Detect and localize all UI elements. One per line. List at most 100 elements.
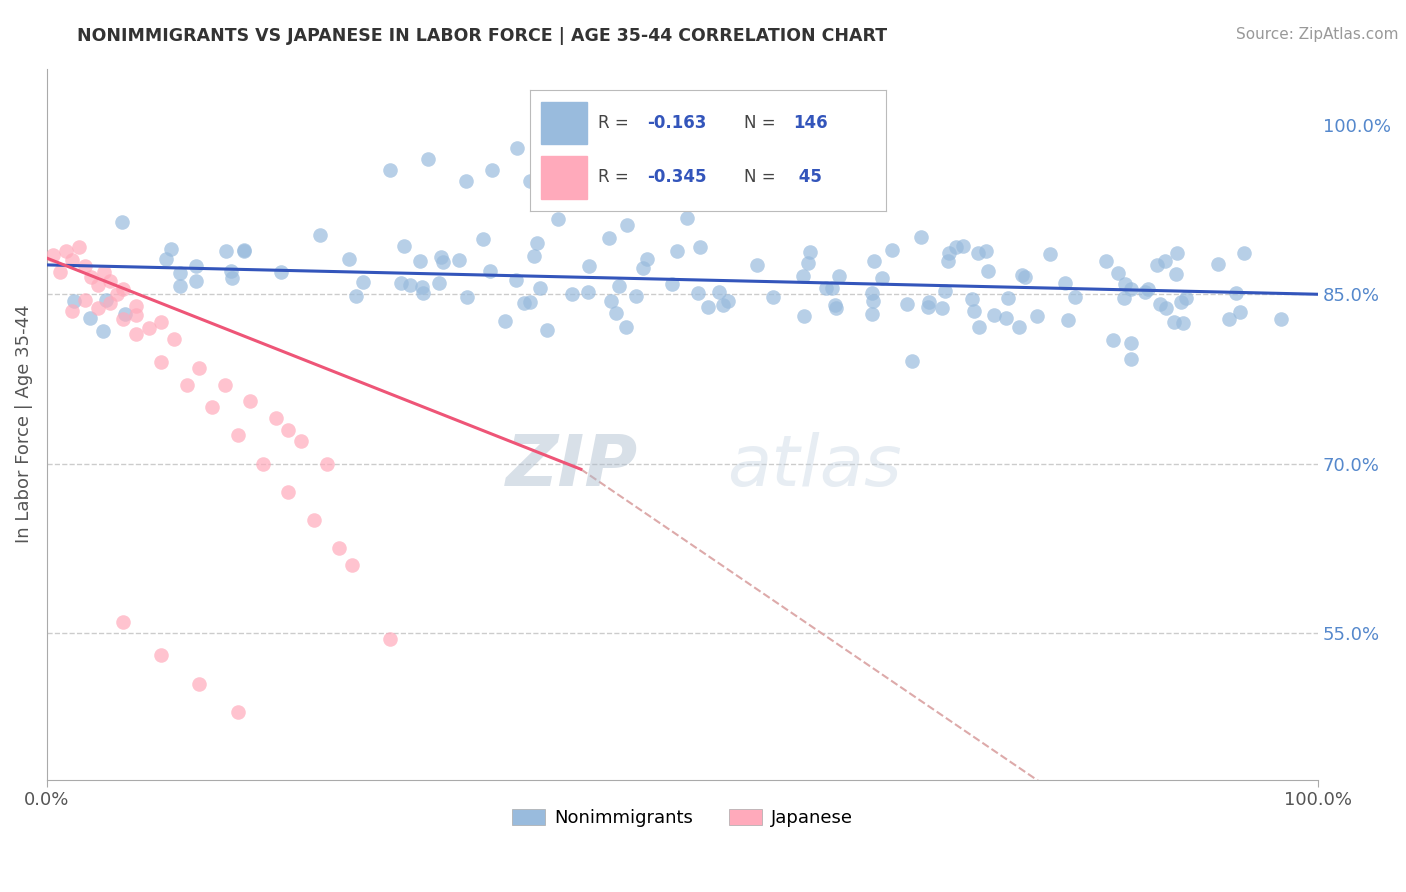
Point bbox=[1133, 285, 1156, 300]
Point bbox=[201, 400, 224, 414]
Point bbox=[963, 304, 986, 318]
Point bbox=[1053, 277, 1076, 291]
Point bbox=[713, 298, 735, 312]
Point bbox=[1025, 309, 1047, 323]
Point bbox=[1119, 352, 1142, 367]
Point bbox=[997, 291, 1019, 305]
Point bbox=[409, 253, 432, 268]
Point bbox=[481, 163, 503, 178]
Point bbox=[302, 513, 325, 527]
Point bbox=[595, 186, 617, 200]
Point bbox=[155, 252, 177, 266]
Point bbox=[860, 307, 883, 321]
Point bbox=[910, 229, 932, 244]
Point bbox=[169, 279, 191, 293]
Point bbox=[1114, 277, 1136, 292]
Point bbox=[1014, 269, 1036, 284]
Point bbox=[184, 260, 207, 274]
Point bbox=[1233, 246, 1256, 260]
Point bbox=[73, 293, 96, 307]
Point bbox=[880, 243, 903, 257]
Point bbox=[418, 152, 440, 166]
Point bbox=[825, 301, 848, 315]
Point bbox=[976, 263, 998, 277]
Point bbox=[55, 244, 77, 259]
Point bbox=[169, 266, 191, 280]
Point bbox=[412, 286, 434, 301]
Point bbox=[80, 270, 103, 285]
Point bbox=[519, 174, 541, 188]
Point bbox=[252, 457, 274, 471]
Point bbox=[686, 285, 709, 300]
Point bbox=[1137, 282, 1160, 296]
Point bbox=[569, 152, 592, 166]
Point bbox=[860, 286, 883, 301]
Point bbox=[1056, 313, 1078, 327]
Point bbox=[226, 705, 249, 719]
Point bbox=[188, 676, 211, 690]
Point bbox=[938, 245, 960, 260]
Point bbox=[93, 265, 115, 279]
Point bbox=[519, 294, 541, 309]
Point bbox=[717, 293, 740, 308]
Point bbox=[1149, 297, 1171, 311]
Point bbox=[277, 423, 299, 437]
Point bbox=[636, 252, 658, 267]
Point bbox=[513, 296, 536, 310]
Point bbox=[626, 288, 648, 302]
Point bbox=[125, 326, 148, 341]
Point bbox=[42, 248, 65, 262]
Point bbox=[598, 231, 620, 245]
Point bbox=[352, 275, 374, 289]
Point bbox=[976, 244, 998, 259]
Point bbox=[264, 411, 287, 425]
Point bbox=[1225, 286, 1247, 301]
Point bbox=[1011, 268, 1033, 283]
Point bbox=[561, 286, 583, 301]
Point bbox=[599, 293, 621, 308]
Point bbox=[1107, 266, 1129, 280]
Point bbox=[1008, 320, 1031, 334]
Point bbox=[665, 244, 688, 258]
Point bbox=[60, 304, 83, 318]
Point bbox=[270, 265, 292, 279]
Point bbox=[918, 295, 941, 310]
Point bbox=[221, 271, 243, 285]
Point bbox=[479, 264, 502, 278]
Point bbox=[523, 249, 546, 263]
Point bbox=[219, 264, 242, 278]
Point bbox=[125, 299, 148, 313]
Point bbox=[1154, 301, 1177, 315]
Point bbox=[138, 321, 160, 335]
Point bbox=[529, 281, 551, 295]
Point bbox=[432, 255, 454, 269]
Point bbox=[73, 259, 96, 273]
Point bbox=[900, 353, 922, 368]
Point bbox=[159, 242, 181, 256]
Point bbox=[112, 615, 135, 629]
Point bbox=[967, 320, 990, 334]
Point bbox=[824, 298, 846, 312]
Point bbox=[91, 324, 114, 338]
Point bbox=[1164, 268, 1187, 282]
Point bbox=[214, 377, 236, 392]
Point bbox=[616, 219, 638, 233]
Legend: Nonimmigrants, Japanese: Nonimmigrants, Japanese bbox=[505, 802, 859, 835]
Point bbox=[696, 300, 718, 314]
Point bbox=[60, 253, 83, 268]
Point bbox=[1154, 253, 1177, 268]
Point bbox=[607, 279, 630, 293]
Point bbox=[163, 333, 186, 347]
Point bbox=[449, 252, 471, 267]
Point bbox=[820, 281, 842, 295]
Point bbox=[863, 254, 886, 268]
Point bbox=[1166, 245, 1188, 260]
Point bbox=[430, 250, 453, 264]
Point bbox=[547, 212, 569, 227]
Point bbox=[828, 268, 851, 283]
Point bbox=[1095, 254, 1118, 268]
Point bbox=[505, 273, 527, 287]
Point bbox=[1163, 315, 1185, 329]
Point bbox=[799, 244, 821, 259]
Point bbox=[797, 256, 820, 270]
